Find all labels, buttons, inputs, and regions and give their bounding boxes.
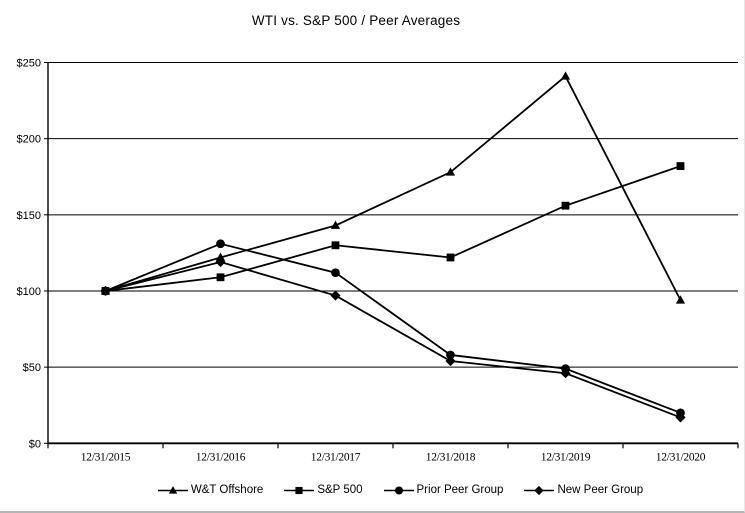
y-tick-label: $200 bbox=[17, 134, 41, 146]
y-tick-label: $150 bbox=[17, 210, 41, 222]
data-point-prior-peer-group bbox=[331, 268, 340, 278]
data-point-s-p-500 bbox=[561, 201, 570, 210]
x-tick-label: 12/31/2015 bbox=[81, 451, 131, 463]
data-point-s-p-500 bbox=[216, 273, 225, 282]
data-point-w-t-offshore bbox=[445, 167, 456, 176]
y-tick-label: $250 bbox=[17, 58, 41, 70]
square-marker-icon bbox=[284, 486, 315, 494]
legend-item-prior-peer-group: Prior Peer Group bbox=[383, 484, 504, 496]
data-point-s-p-500 bbox=[331, 241, 340, 250]
data-point-w-t-offshore bbox=[675, 295, 686, 304]
data-point-new-peer-group bbox=[675, 412, 686, 423]
x-tick-label: 12/31/2017 bbox=[311, 451, 361, 463]
legend-item-wt-offshore: W&T Offshore bbox=[157, 484, 263, 496]
x-tick-label: 12/31/2016 bbox=[196, 451, 246, 463]
data-point-new-peer-group bbox=[445, 355, 456, 367]
data-point-w-t-offshore bbox=[330, 220, 341, 229]
data-point-s-p-500 bbox=[676, 162, 685, 170]
data-point-new-peer-group bbox=[330, 290, 341, 301]
legend-label-new-peer-group: New Peer Group bbox=[557, 484, 644, 496]
data-point-new-peer-group bbox=[215, 256, 226, 268]
y-tick-label: $0 bbox=[29, 438, 41, 450]
line-chart: $0 $50 $100 $150 $200 $250 12/31/2015 12/31/201… bbox=[17, 58, 739, 463]
series-line-w-t-offshore bbox=[105, 74, 682, 301]
data-point-prior-peer-group bbox=[446, 350, 455, 360]
y-tick-label: $100 bbox=[17, 286, 41, 298]
data-point-prior-peer-group bbox=[216, 239, 225, 249]
series-line-s-p-500 bbox=[105, 165, 681, 292]
x-tick-label: 12/31/2020 bbox=[656, 451, 706, 463]
diamond-glyph bbox=[534, 485, 545, 495]
legend-item-new-peer-group: New Peer Group bbox=[523, 484, 643, 496]
series-line-new-peer-group bbox=[105, 261, 681, 419]
chart-title: WTI vs. S&P 500 / Peer Averages bbox=[251, 13, 461, 28]
triangle-marker-icon bbox=[157, 485, 188, 494]
legend-label-wt-offshore: W&T Offshore bbox=[190, 484, 264, 496]
legend-label-sp500: S&P 500 bbox=[317, 484, 363, 496]
x-tick-label: 12/31/2018 bbox=[426, 451, 476, 463]
x-tick-label: 12/31/2019 bbox=[541, 451, 591, 463]
legend: W&T Offshore S&P 500 Prior Peer Group Ne… bbox=[28, 484, 744, 496]
diamond-marker-icon bbox=[524, 485, 555, 495]
data-point-w-t-offshore bbox=[215, 252, 226, 261]
legend-label-prior-peer-group: Prior Peer Group bbox=[416, 484, 504, 496]
data-point-s-p-500 bbox=[446, 253, 455, 262]
series-line-prior-peer-group bbox=[105, 242, 681, 414]
square-glyph bbox=[295, 486, 303, 494]
legend-item-sp500: S&P 500 bbox=[283, 484, 363, 496]
data-point-new-peer-group bbox=[100, 285, 111, 297]
triangle-glyph bbox=[168, 485, 178, 494]
data-point-w-t-offshore bbox=[560, 71, 571, 80]
y-tick-label: $50 bbox=[23, 362, 41, 374]
circle-glyph bbox=[394, 486, 403, 494]
circle-marker-icon bbox=[383, 486, 414, 494]
data-point-new-peer-group bbox=[560, 368, 571, 379]
